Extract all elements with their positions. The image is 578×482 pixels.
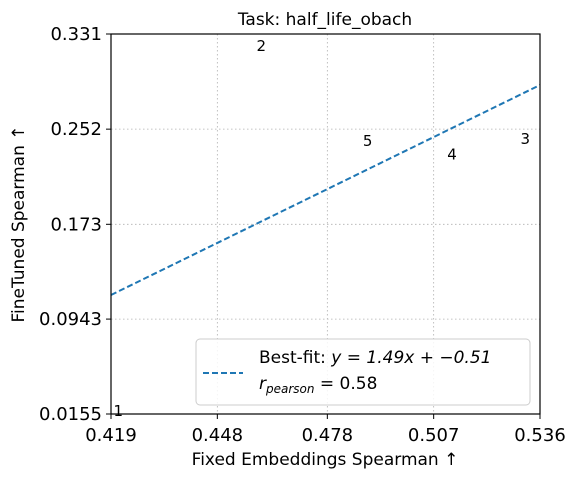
y-tick-label: 0.331 [50, 24, 102, 45]
plot-frame [110, 33, 541, 415]
point-label-5: 5 [363, 132, 373, 150]
legend-fit-prefix: Best-fit: [259, 348, 331, 368]
chart-title: Task: half_life_obach [237, 10, 412, 30]
fit-layer [110, 84, 541, 296]
x-tick-label: 0.536 [514, 425, 566, 446]
best-fit-line [110, 84, 541, 296]
y-tick-label: 0.0155 [39, 404, 102, 425]
legend-pearson-sub: pearson [265, 382, 315, 396]
point-label-4: 4 [447, 145, 457, 163]
x-tick-label: 0.448 [192, 425, 244, 446]
x-axis-ticks: 0.419 0.448 0.478 0.507 0.536 [85, 414, 566, 446]
x-tick-label: 0.507 [408, 425, 460, 446]
point-label-2: 2 [257, 37, 267, 55]
y-tick-label: 0.0943 [39, 309, 102, 330]
x-tick-label: 0.419 [85, 425, 137, 446]
legend: Best-fit: y = 1.49x + −0.51 rpearson = 0… [195, 338, 531, 406]
y-tick-label: 0.173 [50, 214, 102, 235]
point-label-1: 1 [114, 402, 124, 420]
legend-fit-label: Best-fit: y = 1.49x + −0.51 [259, 348, 491, 368]
x-axis-label: Fixed Embeddings Spearman ↑ [192, 450, 459, 470]
point-labels: 1 2 3 4 5 [114, 37, 531, 420]
legend-pearson-r: r [259, 374, 267, 394]
legend-pearson-value: = 0.58 [315, 374, 378, 394]
y-tick-label: 0.252 [50, 119, 102, 140]
point-label-3: 3 [521, 130, 531, 148]
x-tick-label: 0.478 [302, 425, 354, 446]
y-axis-ticks: 0.0155 0.0943 0.173 0.252 0.331 [39, 24, 111, 425]
legend-box [195, 338, 531, 406]
legend-pearson-label: rpearson = 0.58 [259, 374, 377, 396]
y-axis-label: FineTuned Spearman ↑ [9, 125, 29, 322]
legend-fit-equation: y = 1.49x + −0.51 [330, 348, 491, 368]
